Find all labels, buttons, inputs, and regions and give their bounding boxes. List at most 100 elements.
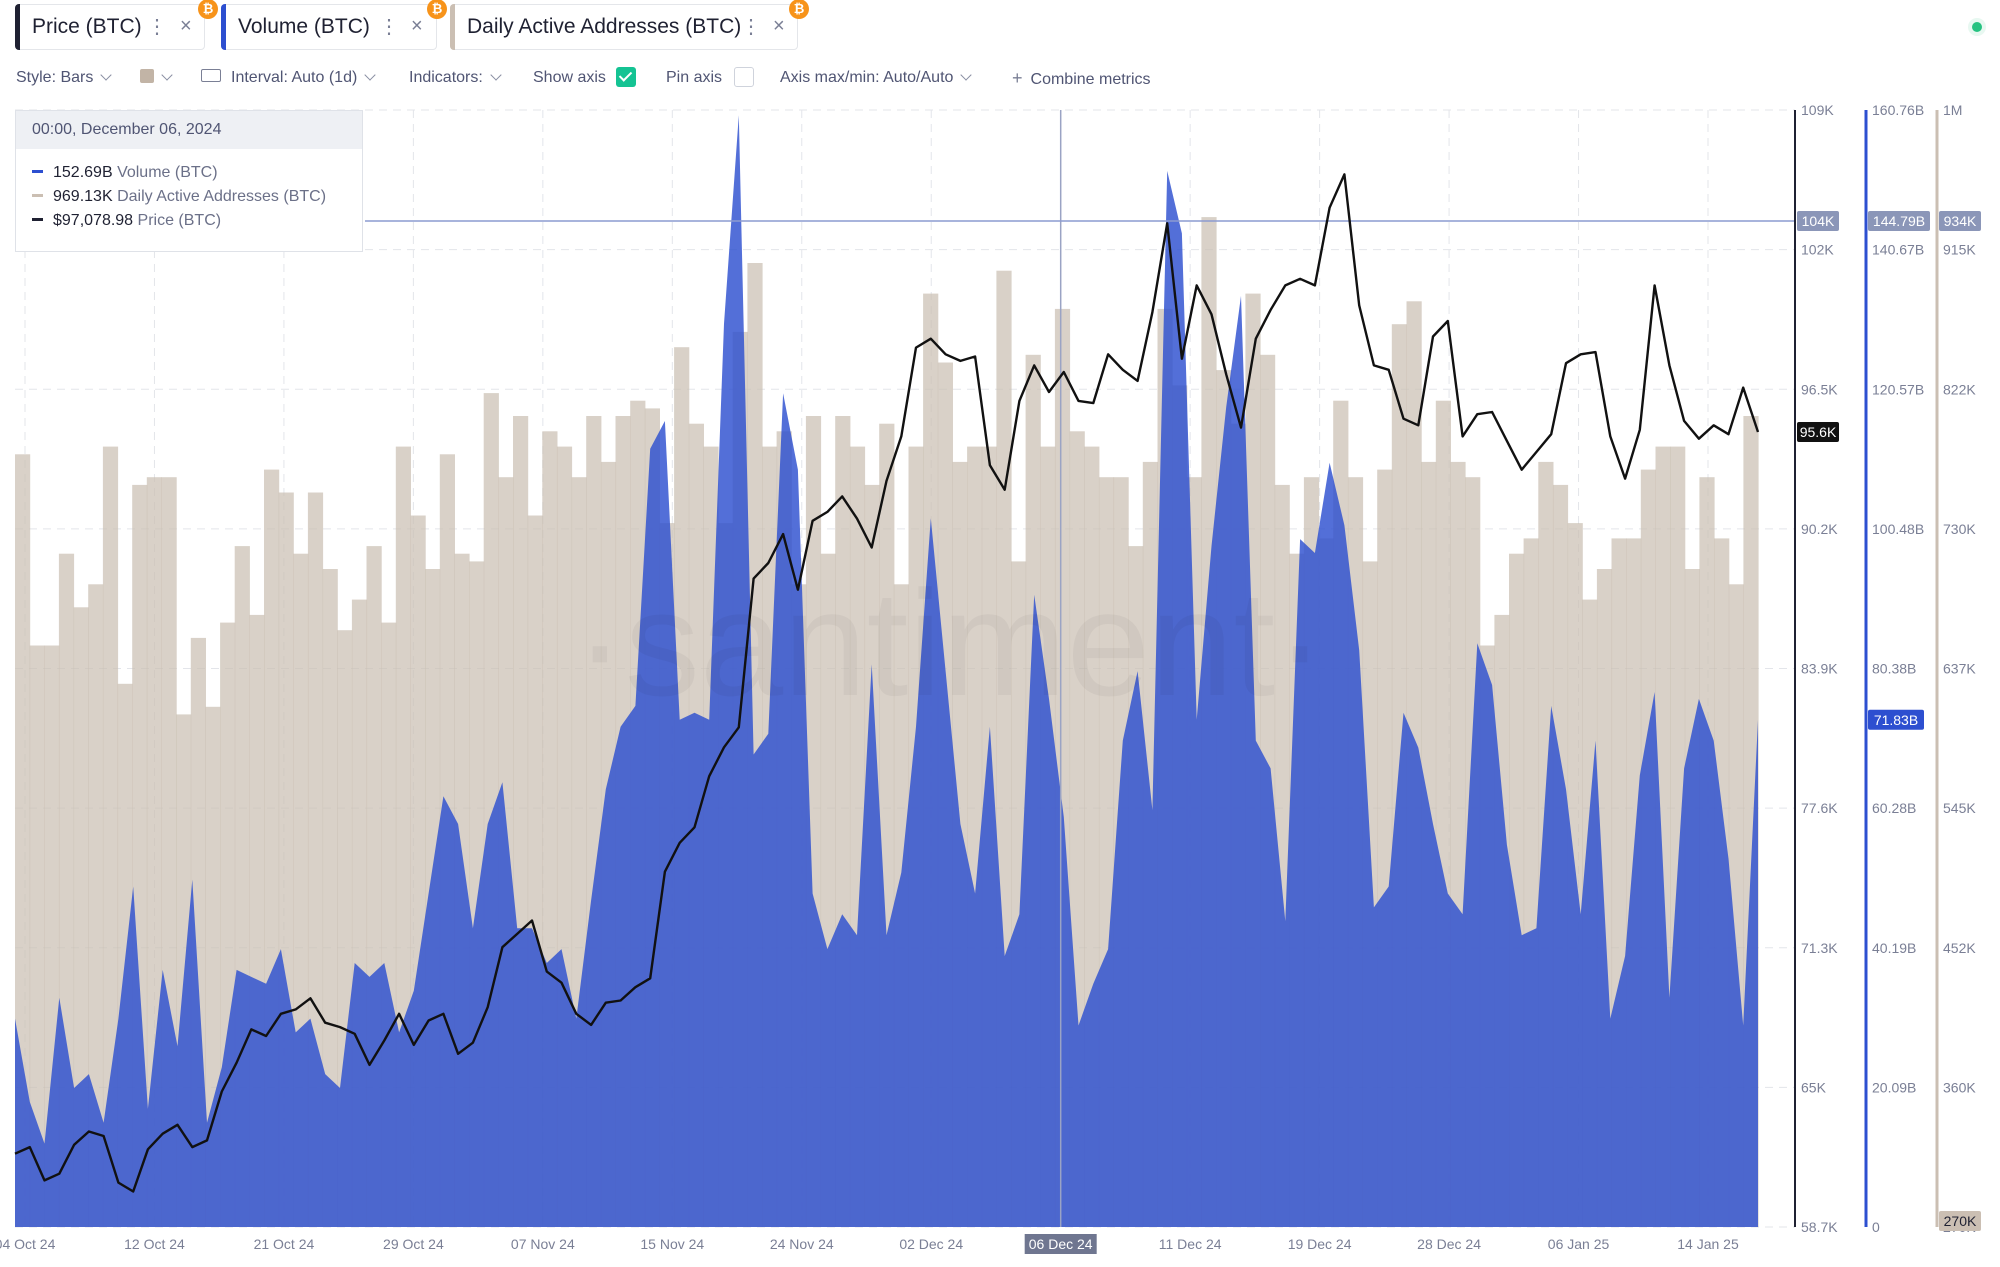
- daa-marker-label-bg: [1939, 211, 1981, 232]
- x-axis-tick: 06 Jan 25: [1548, 1236, 1610, 1252]
- volume-last-value-label-text: 71.83B: [1874, 712, 1918, 728]
- interval-label: Interval: Auto (1d): [231, 69, 358, 86]
- checkbox-checked-icon[interactable]: [615, 66, 636, 87]
- x-axis-tick: 21 Oct 24: [254, 1236, 315, 1252]
- tooltip-value: 152.69B: [53, 164, 113, 181]
- pin-axis-toggle[interactable]: Pin axis: [666, 66, 755, 90]
- tooltip-value: 969.13K: [53, 188, 113, 205]
- x-axis-tick: 28 Dec 24: [1417, 1236, 1481, 1252]
- volume-axis-tick: 40.19B: [1872, 940, 1916, 956]
- crosshair: [365, 110, 1795, 1227]
- x-axis-tick: 19 Dec 24: [1288, 1236, 1352, 1252]
- highlighted-date-bg: [1024, 1234, 1097, 1254]
- daa-axis-tick: 637K: [1943, 661, 1976, 677]
- more-options-icon[interactable]: ⋮: [741, 16, 761, 38]
- indicators-label: Indicators:: [409, 69, 483, 86]
- x-axis-tick: 24 Nov 24: [770, 1236, 834, 1252]
- price-axis-tick: 71.3K: [1801, 940, 1838, 956]
- chevron-down-icon: [100, 69, 113, 81]
- price-marker-label-text: 104K: [1802, 213, 1835, 229]
- axis-maxmin-label: Axis max/min: Auto/Auto: [780, 69, 954, 86]
- pin-axis-label: Pin axis: [666, 69, 723, 86]
- tab-label: Volume (BTC): [238, 15, 370, 38]
- legend-swatch: [32, 194, 43, 198]
- legend-swatch: [32, 170, 43, 174]
- tooltip-metric-name: Price (BTC): [137, 212, 222, 229]
- price-axis-tick: 77.6K: [1801, 800, 1838, 816]
- volume-area: [15, 115, 1758, 1227]
- tooltip-metric-name: Daily Active Addresses (BTC): [117, 188, 327, 205]
- daa-last-value-label-bg: [1939, 1211, 1981, 1231]
- price-axis-tick: 102K: [1801, 242, 1834, 258]
- x-axis-tick: 04 Oct 24: [0, 1236, 56, 1252]
- interval-dropdown[interactable]: Interval: Auto (1d): [201, 66, 376, 90]
- daa-axis-tick: 360K: [1943, 1079, 1976, 1095]
- price-axis-tick: 109K: [1801, 102, 1834, 118]
- price-marker-label: 104K: [1797, 211, 1839, 232]
- price-last-value-label-text: 95.6K: [1800, 424, 1837, 440]
- checkbox-unchecked-icon[interactable]: [734, 66, 755, 87]
- daa-bar: [322, 569, 338, 1227]
- style-label: Style: Bars: [16, 69, 94, 86]
- daa-bar: [29, 645, 45, 1227]
- tab-label: Daily Active Addresses (BTC): [467, 15, 742, 38]
- daa-axis-tick: 730K: [1943, 521, 1976, 537]
- tab-daily-active-addresses[interactable]: Daily Active Addresses (BTC) ⋮ × ₿: [450, 0, 809, 50]
- show-axis-toggle[interactable]: Show axis: [533, 66, 636, 90]
- bitcoin-badge-icon: ₿: [789, 0, 809, 19]
- tooltip-row-volume: 152.69B Volume (BTC): [32, 161, 362, 185]
- more-options-icon[interactable]: ⋮: [379, 16, 399, 38]
- volume-axis-tick: 20.09B: [1872, 1079, 1916, 1095]
- tooltip-date: 00:00, December 06, 2024: [16, 111, 362, 149]
- x-axis-tick: 14 Jan 25: [1677, 1236, 1739, 1252]
- volume-series: [15, 115, 1758, 1227]
- x-axis-tick: 02 Dec 24: [899, 1236, 963, 1252]
- daa-last-value-label-text: 270K: [1944, 1213, 1977, 1229]
- tab-price[interactable]: Price (BTC) ⋮ × ₿: [15, 0, 218, 50]
- price-axis-tick: 96.5K: [1801, 381, 1838, 397]
- bitcoin-badge-icon: ₿: [198, 0, 218, 19]
- bitcoin-badge-icon: ₿: [427, 0, 447, 19]
- style-dropdown[interactable]: Style: Bars: [16, 66, 113, 90]
- price-axis-tick: 90.2K: [1801, 521, 1838, 537]
- daa-axis-tick: 452K: [1943, 940, 1976, 956]
- close-icon[interactable]: ×: [180, 15, 192, 37]
- daa-bar: [15, 454, 31, 1227]
- tab-accent: [15, 4, 20, 50]
- daa-axis-tick: 822K: [1943, 381, 1976, 397]
- tab-volume[interactable]: Volume (BTC) ⋮ × ₿: [221, 0, 447, 50]
- volume-axis-tick: 100.48B: [1872, 521, 1924, 537]
- chart-axes: 109K 102K 96.5K 90.2K 83.9K 77.6K 71.3K 65K 58.7…: [0, 102, 1981, 1254]
- indicators-dropdown[interactable]: Indicators:: [409, 66, 502, 90]
- live-status-indicator: [1968, 18, 1986, 36]
- price-axis-tick: 58.7K: [1801, 1219, 1838, 1235]
- x-axis-tick: 12 Oct 24: [124, 1236, 185, 1252]
- close-icon[interactable]: ×: [411, 15, 423, 37]
- daa-bar: [102, 446, 119, 1228]
- combine-metrics-button[interactable]: + Combine metrics: [1012, 66, 1151, 92]
- combine-metrics-label: Combine metrics: [1030, 71, 1151, 88]
- axis-maxmin-dropdown[interactable]: Axis max/min: Auto/Auto: [780, 66, 973, 90]
- watermark-text: ·santiment·: [575, 559, 1325, 727]
- x-axis-tick: 29 Oct 24: [383, 1236, 444, 1252]
- price-series: [14, 173, 1760, 1193]
- volume-axis-tick: 120.57B: [1872, 381, 1924, 397]
- color-picker[interactable]: [140, 66, 173, 90]
- price-last-value-label-bg: [1797, 421, 1839, 442]
- close-icon[interactable]: ×: [773, 15, 785, 37]
- tooltip-metric-name: Volume (BTC): [117, 164, 218, 181]
- price-axis-tick: 65K: [1801, 1079, 1827, 1095]
- tab-accent: [221, 4, 226, 50]
- daa-marker-label-text: 934K: [1944, 213, 1977, 229]
- more-options-icon[interactable]: ⋮: [147, 16, 167, 38]
- ruler-icon: [201, 69, 221, 83]
- volume-axis-tick: 80.38B: [1872, 661, 1916, 677]
- color-swatch-icon: [140, 68, 154, 83]
- x-axis-tick-highlighted: 06 Dec 24: [1029, 1236, 1093, 1252]
- daa-marker-label: 934K: [1939, 211, 1981, 232]
- x-axis-tick: 15 Nov 24: [640, 1236, 704, 1252]
- volume-marker-label-text: 144.79B: [1873, 213, 1925, 229]
- volume-axis-tick: 0: [1872, 1219, 1880, 1235]
- tooltip-row-daa: 969.13K Daily Active Addresses (BTC): [32, 185, 362, 209]
- chart-canvas[interactable]: ·santiment· 109K 102K 96.5K 90.2K 83.9K 77.6K…: [0, 100, 2000, 1267]
